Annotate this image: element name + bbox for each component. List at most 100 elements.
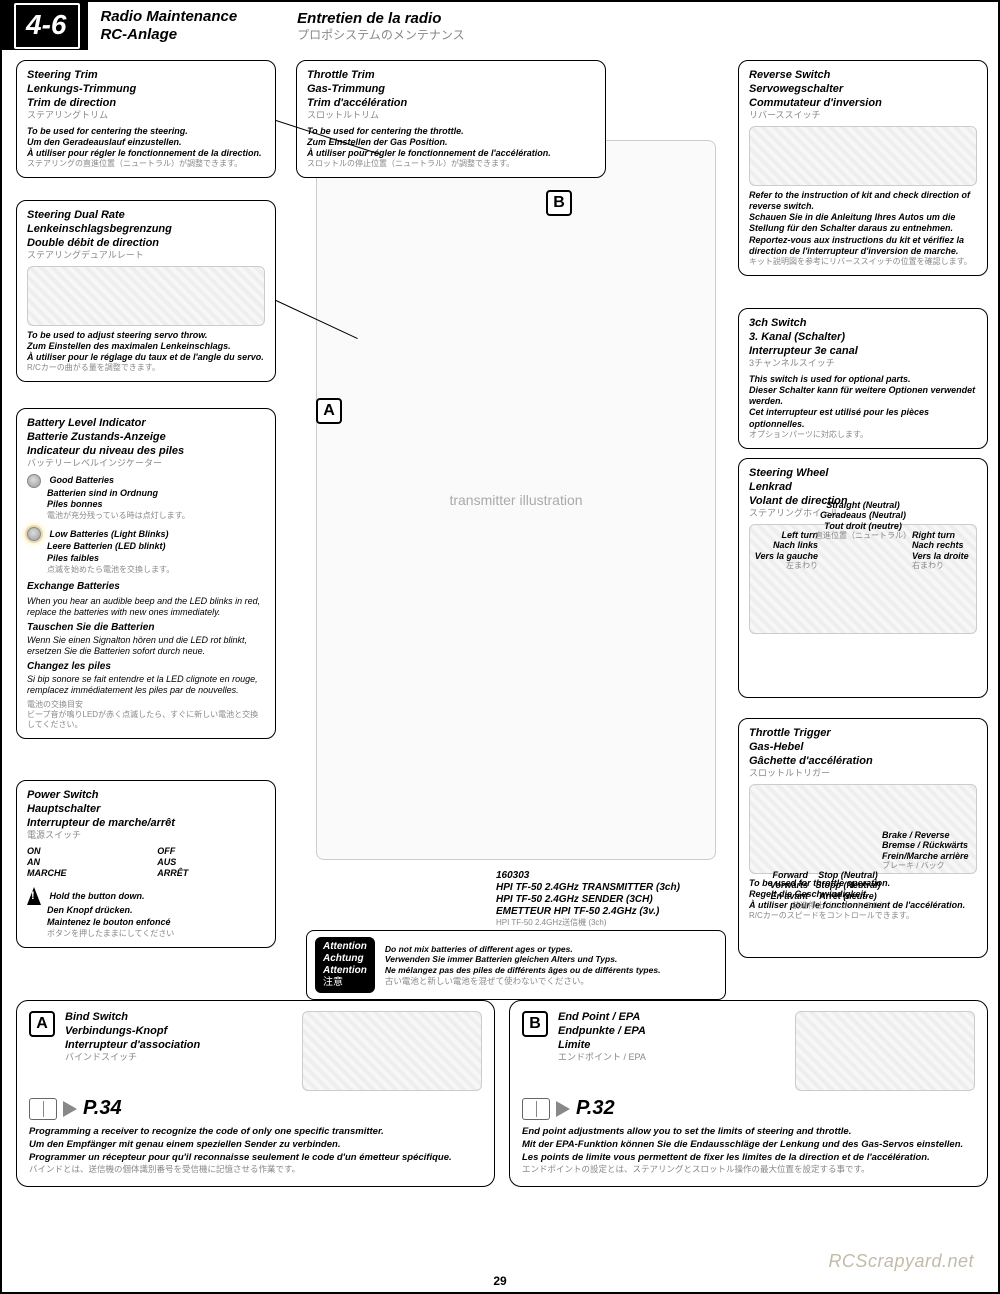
title-de: RC-Anlage bbox=[100, 26, 237, 44]
label: Lenkeinschlagsbegrenzung bbox=[27, 223, 265, 237]
arrow-icon bbox=[63, 1101, 77, 1117]
label: ステアリングトリム bbox=[27, 110, 265, 121]
good-de: Batterien sind in Ordnung bbox=[47, 488, 158, 498]
left-jp: 左まわり bbox=[748, 561, 818, 570]
part-no: 160303 bbox=[496, 870, 726, 882]
bind-thumb bbox=[302, 1011, 482, 1091]
right-fr: Vers la droite bbox=[912, 551, 982, 561]
label: Throttle Trim bbox=[307, 69, 595, 83]
left-fr: Vers la gauche bbox=[748, 551, 818, 561]
desc: R/Cカーのスピードをコントロールできます。 bbox=[749, 911, 977, 921]
tx-en: HPI TF-50 2.4GHz TRANSMITTER (3ch) bbox=[496, 882, 726, 894]
desc: This switch is used for optional parts. bbox=[749, 374, 977, 385]
label: Lenkungs-Trimmung bbox=[27, 83, 265, 97]
brk-jp: ブレーキ / バック bbox=[882, 861, 982, 870]
fwd-jp: 前進 bbox=[748, 901, 808, 910]
stop-de: Stopp (Neutral) bbox=[808, 880, 888, 890]
thumb bbox=[27, 266, 265, 326]
b-en: End Point / EPA bbox=[558, 1011, 785, 1025]
attention-box: Attention Achtung Attention 注意 Do not mi… bbox=[306, 930, 726, 1000]
led-good-icon bbox=[27, 474, 41, 488]
label: 3ch Switch bbox=[749, 317, 977, 331]
left-de: Nach links bbox=[748, 540, 818, 550]
label: Steering Trim bbox=[27, 69, 265, 83]
label: Indicateur du niveau des piles bbox=[27, 445, 265, 459]
right-de: Nach rechts bbox=[912, 540, 982, 550]
title-col-1: Radio Maintenance RC-Anlage bbox=[100, 8, 237, 44]
marker-b: B bbox=[546, 190, 572, 216]
on-off-labels: ON OFF AN AUS MARCHE ARRÊT bbox=[27, 846, 265, 880]
trigger-fwd-labels: Forward Vorwärts En avant 前進 bbox=[748, 870, 808, 910]
label: バッテリーレベルインジケーター bbox=[27, 458, 265, 469]
label: Reverse Switch bbox=[749, 69, 977, 83]
a-desc-de: Um den Empfänger mit genau einem speziel… bbox=[29, 1139, 482, 1152]
desc: オプションパーツに対応します。 bbox=[749, 430, 977, 440]
desc: À utiliser pour le réglage du taux et de… bbox=[27, 352, 265, 363]
label: Gas-Hebel bbox=[749, 741, 977, 755]
page-ref-b: P.32 bbox=[522, 1097, 975, 1120]
low-de: Leere Batterien (LED blinkt) bbox=[47, 541, 166, 551]
on-de: AN bbox=[27, 857, 143, 868]
b-desc-jp: エンドポイントの設定とは、ステアリングとスロットル操作の最大位置を設定する事です… bbox=[522, 1164, 975, 1175]
label: スロットルトリム bbox=[307, 110, 595, 121]
low-fr: Piles faibles bbox=[47, 553, 99, 563]
callout-dual-rate: Steering Dual Rate Lenkeinschlagsbegrenz… bbox=[16, 200, 276, 382]
exch-de: Tauschen Sie die Batterien bbox=[27, 622, 265, 635]
box-end-point: B End Point / EPA Endpunkte / EPA Limite… bbox=[509, 1000, 988, 1187]
msg-fr: Ne mélangez pas des piles de différents … bbox=[385, 965, 661, 976]
hold-en: Hold the button down. bbox=[50, 891, 145, 901]
good-fr: Piles bonnes bbox=[47, 499, 103, 509]
callout-steering-wheel: Steering Wheel Lenkrad Volant de directi… bbox=[738, 458, 988, 698]
label: 3チャンネルスイッチ bbox=[749, 358, 977, 369]
label: Steering Wheel bbox=[749, 467, 977, 481]
exch-en: Exchange Batteries bbox=[27, 581, 265, 594]
b-jp: エンドポイント / EPA bbox=[558, 1052, 785, 1063]
transmitter-label: 160303 HPI TF-50 2.4GHz TRANSMITTER (3ch… bbox=[496, 870, 726, 928]
label: Servowegschalter bbox=[749, 83, 977, 97]
label: Double débit de direction bbox=[27, 237, 265, 251]
header-titles: Radio Maintenance RC-Anlage Entretien de… bbox=[88, 2, 998, 50]
callout-throttle-trim: Throttle Trim Gas-Trimmung Trim d'accélé… bbox=[296, 60, 606, 178]
msg-de: Verwenden Sie immer Batterien gleichen A… bbox=[385, 954, 661, 965]
stop-en: Stop (Neutral) bbox=[808, 870, 888, 880]
label: Hauptschalter bbox=[27, 803, 265, 817]
a-fr: Interrupteur d'association bbox=[65, 1039, 292, 1053]
low-en: Low Batteries (Light Blinks) bbox=[50, 529, 169, 539]
label: Battery Level Indicator bbox=[27, 417, 265, 431]
label: Power Switch bbox=[27, 789, 265, 803]
watermark: RCScrapyard.net bbox=[828, 1251, 974, 1272]
hold-jp: ボタンを押したままにしてください bbox=[47, 929, 174, 938]
tx-fr: EMETTEUR HPI TF-50 2.4GHz (3v.) bbox=[496, 906, 726, 918]
label: Trim de direction bbox=[27, 97, 265, 111]
fwd-de: Vorwärts bbox=[748, 880, 808, 890]
label: Steering Dual Rate bbox=[27, 209, 265, 223]
box-bind-switch: A Bind Switch Verbindungs-Knopf Interrup… bbox=[16, 1000, 495, 1187]
label: Throttle Trigger bbox=[749, 727, 977, 741]
exclamation-icon bbox=[27, 887, 41, 905]
msg-en: Do not mix batteries of different ages o… bbox=[385, 944, 661, 955]
b-fr: Limite bbox=[558, 1039, 785, 1053]
marker-a-inline: A bbox=[29, 1011, 55, 1037]
book-icon bbox=[522, 1098, 550, 1120]
a-desc-fr: Programmer un récepteur pour qu'il recon… bbox=[29, 1152, 482, 1165]
att-fr: Attention bbox=[323, 965, 367, 977]
label: Interrupteur 3e canal bbox=[749, 345, 977, 359]
epa-thumb bbox=[795, 1011, 975, 1091]
exch-jp: 電池の交換目安 bbox=[27, 700, 265, 710]
label: Gas-Trimmung bbox=[307, 83, 595, 97]
b-desc-de: Mit der EPA-Funktion können Sie die Enda… bbox=[522, 1139, 975, 1152]
att-en: Attention bbox=[323, 941, 367, 953]
desc: À utiliser pour régler le fonctionnement… bbox=[27, 148, 265, 159]
hold-de: Den Knopf drücken. bbox=[47, 905, 133, 915]
center-fr: Tout droit (neutre) bbox=[798, 521, 928, 531]
exch-de-desc: Wenn Sie einen Signalton hören und die L… bbox=[27, 635, 265, 658]
tx-de: HPI TF-50 2.4GHz SENDER (3CH) bbox=[496, 894, 726, 906]
attention-head: Attention Achtung Attention 注意 bbox=[315, 937, 375, 993]
desc: To be used for centering the throttle. bbox=[307, 126, 595, 137]
good-en: Good Batteries bbox=[50, 475, 115, 485]
a-de: Verbindungs-Knopf bbox=[65, 1025, 292, 1039]
att-de: Achtung bbox=[323, 953, 367, 965]
marker-a: A bbox=[316, 398, 342, 424]
off-de: AUS bbox=[157, 857, 265, 868]
b-desc-en: End point adjustments allow you to set t… bbox=[522, 1126, 975, 1139]
